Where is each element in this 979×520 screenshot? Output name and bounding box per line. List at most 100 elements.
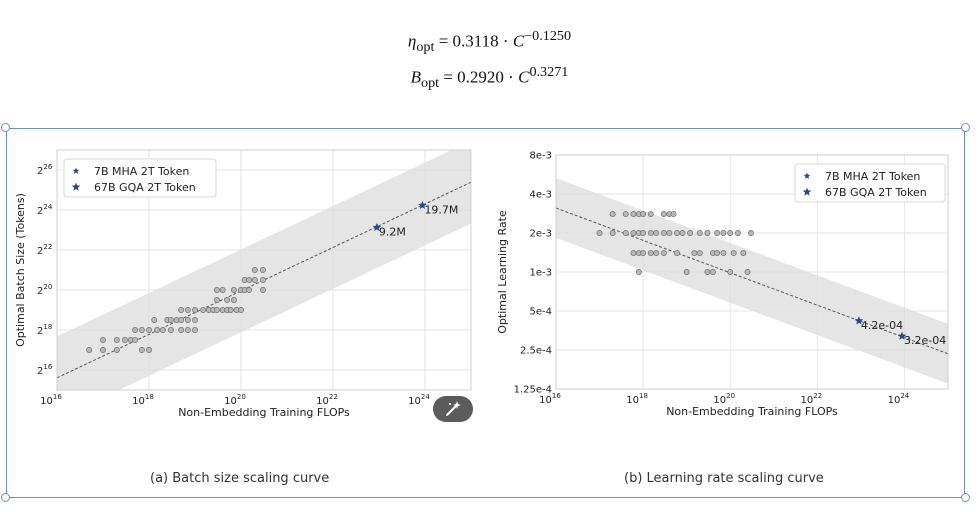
data-point: [184, 327, 191, 333]
y-tick-label: 8e-3: [530, 151, 553, 162]
data-point: [687, 230, 694, 236]
legend-star-icon: [71, 182, 81, 191]
x-tick-label: 1020: [713, 392, 735, 406]
data-point: [640, 230, 647, 236]
data-point: [184, 307, 191, 313]
data-point: [230, 287, 237, 293]
data-point: [213, 287, 220, 293]
y-tick-label: 2.5e-4: [520, 346, 552, 357]
plot-group: 4.2e-043.2e-04 1016 1018 1020 1022 1024 8e-3 4e…: [496, 151, 949, 418]
data-point: [727, 269, 734, 275]
x-tick-label: 1022: [316, 393, 338, 407]
data-point: [609, 211, 616, 218]
resize-handle-bottom-left[interactable]: [1, 493, 10, 502]
data-point: [660, 250, 667, 257]
data-point: [151, 317, 158, 323]
confidence-band: [556, 178, 948, 384]
y-tick-label: 216: [37, 363, 53, 377]
data-point: [259, 287, 266, 293]
data-point: [159, 327, 166, 333]
data-point: [200, 307, 207, 313]
data-point: [178, 307, 185, 313]
data-point: [100, 347, 106, 353]
star-label: 3.2e-04: [904, 334, 946, 347]
data-point: [635, 269, 642, 275]
data-point: [192, 307, 198, 313]
star-label: 9.2M: [379, 225, 406, 238]
data-point: [660, 230, 667, 236]
x-axis-label: Non-Embedding Training FLOPs: [178, 406, 350, 419]
legend-star-icon: [802, 187, 812, 196]
data-point: [259, 267, 266, 273]
data-point: [720, 230, 727, 236]
legend-box: [63, 158, 217, 198]
magic-edit-button[interactable]: [433, 396, 473, 422]
fit-line: [57, 181, 471, 379]
data-point: [704, 230, 711, 236]
data-point: [259, 277, 266, 283]
resize-handle-top-left[interactable]: [1, 123, 10, 132]
legend-star-icon: [72, 167, 80, 174]
y-tick-label: 220: [37, 283, 52, 297]
data-point: [86, 347, 93, 353]
y-tick-label: 2e-3: [530, 229, 553, 240]
data-point: [178, 317, 185, 323]
resize-handle-bottom-right[interactable]: [961, 493, 970, 502]
data-point: [138, 327, 145, 333]
data-point: [213, 297, 220, 303]
data-point: [647, 250, 654, 257]
data-point: [670, 211, 677, 218]
y-tick-label: 224: [37, 203, 53, 217]
data-point: [740, 250, 747, 257]
data-point: [246, 287, 253, 293]
data-point: [178, 327, 185, 333]
data-point: [630, 230, 637, 236]
data-point: [167, 317, 174, 323]
caption-batch-size: (a) Batch size scaling curve: [150, 471, 330, 486]
legend-label: 67B GQA 2T Token: [825, 186, 927, 199]
x-axis-label: Non-Embedding Training FLOPs: [666, 405, 838, 418]
data-point: [674, 230, 680, 236]
data-point: [679, 230, 686, 236]
data-point: [213, 307, 220, 313]
data-point: [727, 230, 734, 236]
data-point: [192, 327, 198, 333]
data-point: [666, 230, 673, 236]
fit-group: [556, 178, 948, 384]
data-point: [238, 307, 244, 313]
resize-handle-top-right[interactable]: [961, 123, 970, 132]
selection-frame[interactable]: [6, 128, 965, 498]
data-point: [714, 250, 721, 257]
data-point: [704, 269, 711, 275]
data-point: [184, 317, 191, 323]
data-point: [132, 327, 139, 333]
x-tick-label: 1020: [224, 393, 246, 407]
data-point: [660, 211, 667, 218]
data-point: [653, 230, 660, 236]
data-point: [154, 327, 161, 333]
y-tick-label: 5e-4: [530, 307, 553, 318]
caption-learning-rate: (b) Learning rate scaling curve: [624, 471, 824, 486]
data-point: [246, 277, 253, 283]
y-tick-label: 4e-3: [530, 190, 553, 201]
x-tick-label: 1016: [40, 393, 62, 407]
y-axis-label: Optimal Learning Rate: [496, 210, 509, 334]
data-point: [622, 211, 629, 218]
x-tick-label: 1018: [132, 393, 154, 407]
data-point: [720, 250, 727, 257]
data-point: [630, 250, 637, 257]
star-marker: [372, 222, 382, 231]
data-point: [640, 211, 647, 218]
data-point: [167, 327, 174, 333]
y-tick-label: 218: [37, 323, 52, 337]
data-point: [224, 297, 231, 303]
x-tick-label: 1016: [539, 392, 561, 406]
star-marker: [897, 331, 907, 340]
data-point: [219, 287, 226, 293]
star-marker: [854, 316, 864, 325]
y-tick-label: 222: [37, 243, 52, 257]
axes-frame: [56, 149, 472, 391]
data-point: [609, 230, 616, 236]
x-tick-label: 1022: [801, 392, 823, 406]
